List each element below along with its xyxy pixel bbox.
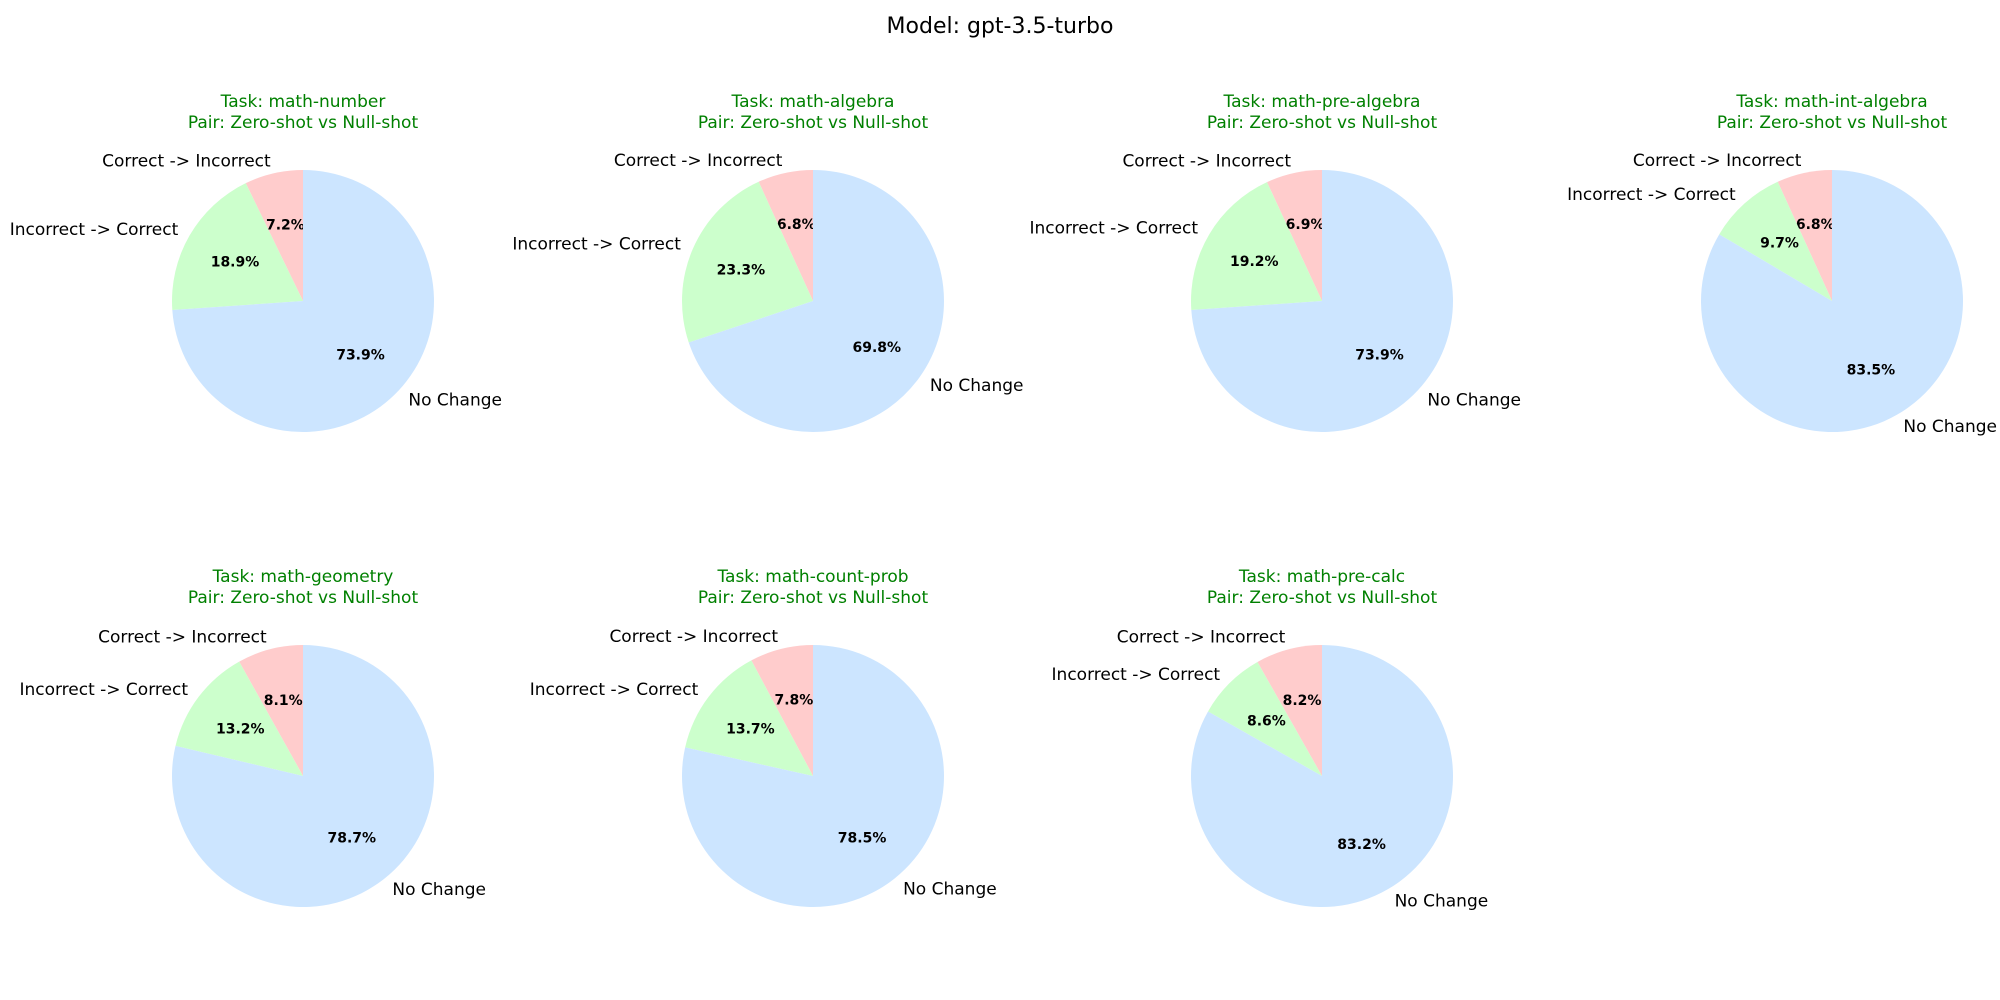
- pie-value-label: 9.7%: [1760, 236, 1799, 252]
- pie-category-label: Incorrect -> Correct: [1567, 185, 1736, 205]
- pie-value-label: 6.8%: [1796, 217, 1835, 233]
- chart-subtitle: Pair: Zero-shot vs Null-shot: [1207, 588, 1438, 608]
- pie-category-label: Incorrect -> Correct: [1052, 665, 1221, 685]
- chart-title: Task: math-pre-calc: [1238, 567, 1405, 587]
- pie-category-label: No Change: [1427, 390, 1521, 410]
- pie-slice-incorrect-correct: [682, 181, 813, 343]
- pie-category-label: Correct -> Incorrect: [1117, 628, 1286, 648]
- pie-slice-correct-incorrect: [239, 645, 303, 776]
- pie-category-label: Correct -> Incorrect: [1122, 151, 1291, 171]
- chart-subtitle: Pair: Zero-shot vs Null-shot: [1717, 113, 1948, 133]
- pie-value-label: 78.5%: [838, 830, 887, 846]
- pie-value-label: 8.6%: [1247, 713, 1286, 729]
- pie-slice-correct-incorrect: [245, 170, 303, 301]
- pie-category-label: No Change: [1395, 892, 1489, 912]
- pie-value-label: 69.8%: [853, 340, 902, 356]
- pie-value-label: 7.8%: [774, 693, 813, 709]
- pie-value-label: 6.9%: [1286, 217, 1325, 233]
- pie-slice-no-change: [688, 170, 945, 432]
- pie-category-label: Incorrect -> Correct: [10, 220, 179, 240]
- pie-slice-incorrect-correct: [1719, 181, 1832, 301]
- chart-title: Task: math-count-prob: [716, 567, 908, 587]
- chart-title: Task: math-int-algebra: [1735, 92, 1927, 112]
- pie-slice-no-change: [681, 645, 944, 907]
- pie-category-label: Correct -> Incorrect: [614, 151, 783, 171]
- pie-value-label: 18.9%: [211, 255, 260, 271]
- pie-value-label: 23.3%: [717, 263, 766, 279]
- chart-subtitle: Pair: Zero-shot vs Null-shot: [188, 588, 419, 608]
- pie-value-label: 8.2%: [1283, 693, 1322, 709]
- pie-slice-no-change: [1700, 170, 1963, 432]
- pie-value-label: 83.2%: [1337, 837, 1386, 853]
- pie-category-label: No Change: [408, 390, 502, 410]
- chart-title: Task: math-algebra: [731, 92, 895, 112]
- pie-category-label: Correct -> Incorrect: [1633, 151, 1802, 171]
- chart-subtitle: Pair: Zero-shot vs Null-shot: [698, 588, 929, 608]
- pie-category-label: No Change: [903, 880, 997, 900]
- pie-value-label: 73.9%: [336, 348, 385, 364]
- pie-slice-correct-incorrect: [758, 170, 813, 301]
- pie-value-label: 73.9%: [1355, 348, 1404, 364]
- pie-slice-no-change: [172, 170, 434, 433]
- pie-category-label: No Change: [392, 880, 486, 900]
- figure-title: Model: gpt-3.5-turbo: [886, 14, 1114, 39]
- chart-subtitle: Pair: Zero-shot vs Null-shot: [698, 113, 929, 133]
- pie-category-label: Incorrect -> Correct: [19, 680, 188, 700]
- pie-slice-incorrect-correct: [175, 661, 303, 776]
- pie-slice-incorrect-correct: [1208, 662, 1322, 776]
- pie-slice-correct-incorrect: [1266, 170, 1322, 301]
- pie-category-label: No Change: [930, 376, 1024, 396]
- pie-slice-correct-incorrect: [1777, 170, 1832, 301]
- pie-slice-no-change: [1191, 645, 1454, 908]
- pie-slice-incorrect-correct: [685, 660, 813, 776]
- chart-subtitle: Pair: Zero-shot vs Null-shot: [188, 113, 419, 133]
- pie-category-label: Incorrect -> Correct: [530, 680, 699, 700]
- pie-value-label: 13.2%: [216, 722, 265, 738]
- pie-slice-no-change: [1191, 170, 1453, 433]
- pie-value-label: 78.7%: [328, 831, 377, 847]
- pie-category-label: No Change: [1903, 417, 1997, 437]
- pie-value-label: 8.1%: [264, 693, 303, 709]
- pie-value-label: 19.2%: [1230, 254, 1279, 270]
- pie-slice-no-change: [171, 645, 434, 907]
- pie-category-label: Correct -> Incorrect: [609, 627, 778, 647]
- chart-title: Task: math-number: [220, 92, 386, 112]
- pie-category-label: Incorrect -> Correct: [512, 235, 681, 255]
- pie-category-label: Correct -> Incorrect: [102, 152, 271, 172]
- pie-value-label: 13.7%: [726, 721, 775, 737]
- chart-title: Task: math-pre-algebra: [1223, 92, 1421, 112]
- pie-value-label: 7.2%: [266, 217, 305, 233]
- pie-slice-incorrect-correct: [171, 183, 303, 311]
- pie-value-label: 6.8%: [777, 217, 816, 233]
- pie-category-label: Correct -> Incorrect: [98, 628, 267, 648]
- pie-category-label: Incorrect -> Correct: [1029, 219, 1198, 239]
- chart-subtitle: Pair: Zero-shot vs Null-shot: [1207, 113, 1438, 133]
- pie-slice-correct-incorrect: [1257, 645, 1322, 776]
- pie-slice-incorrect-correct: [1190, 182, 1322, 311]
- pie-slice-correct-incorrect: [751, 645, 813, 776]
- pie-value-label: 83.5%: [1847, 362, 1896, 378]
- chart-title: Task: math-geometry: [212, 567, 394, 587]
